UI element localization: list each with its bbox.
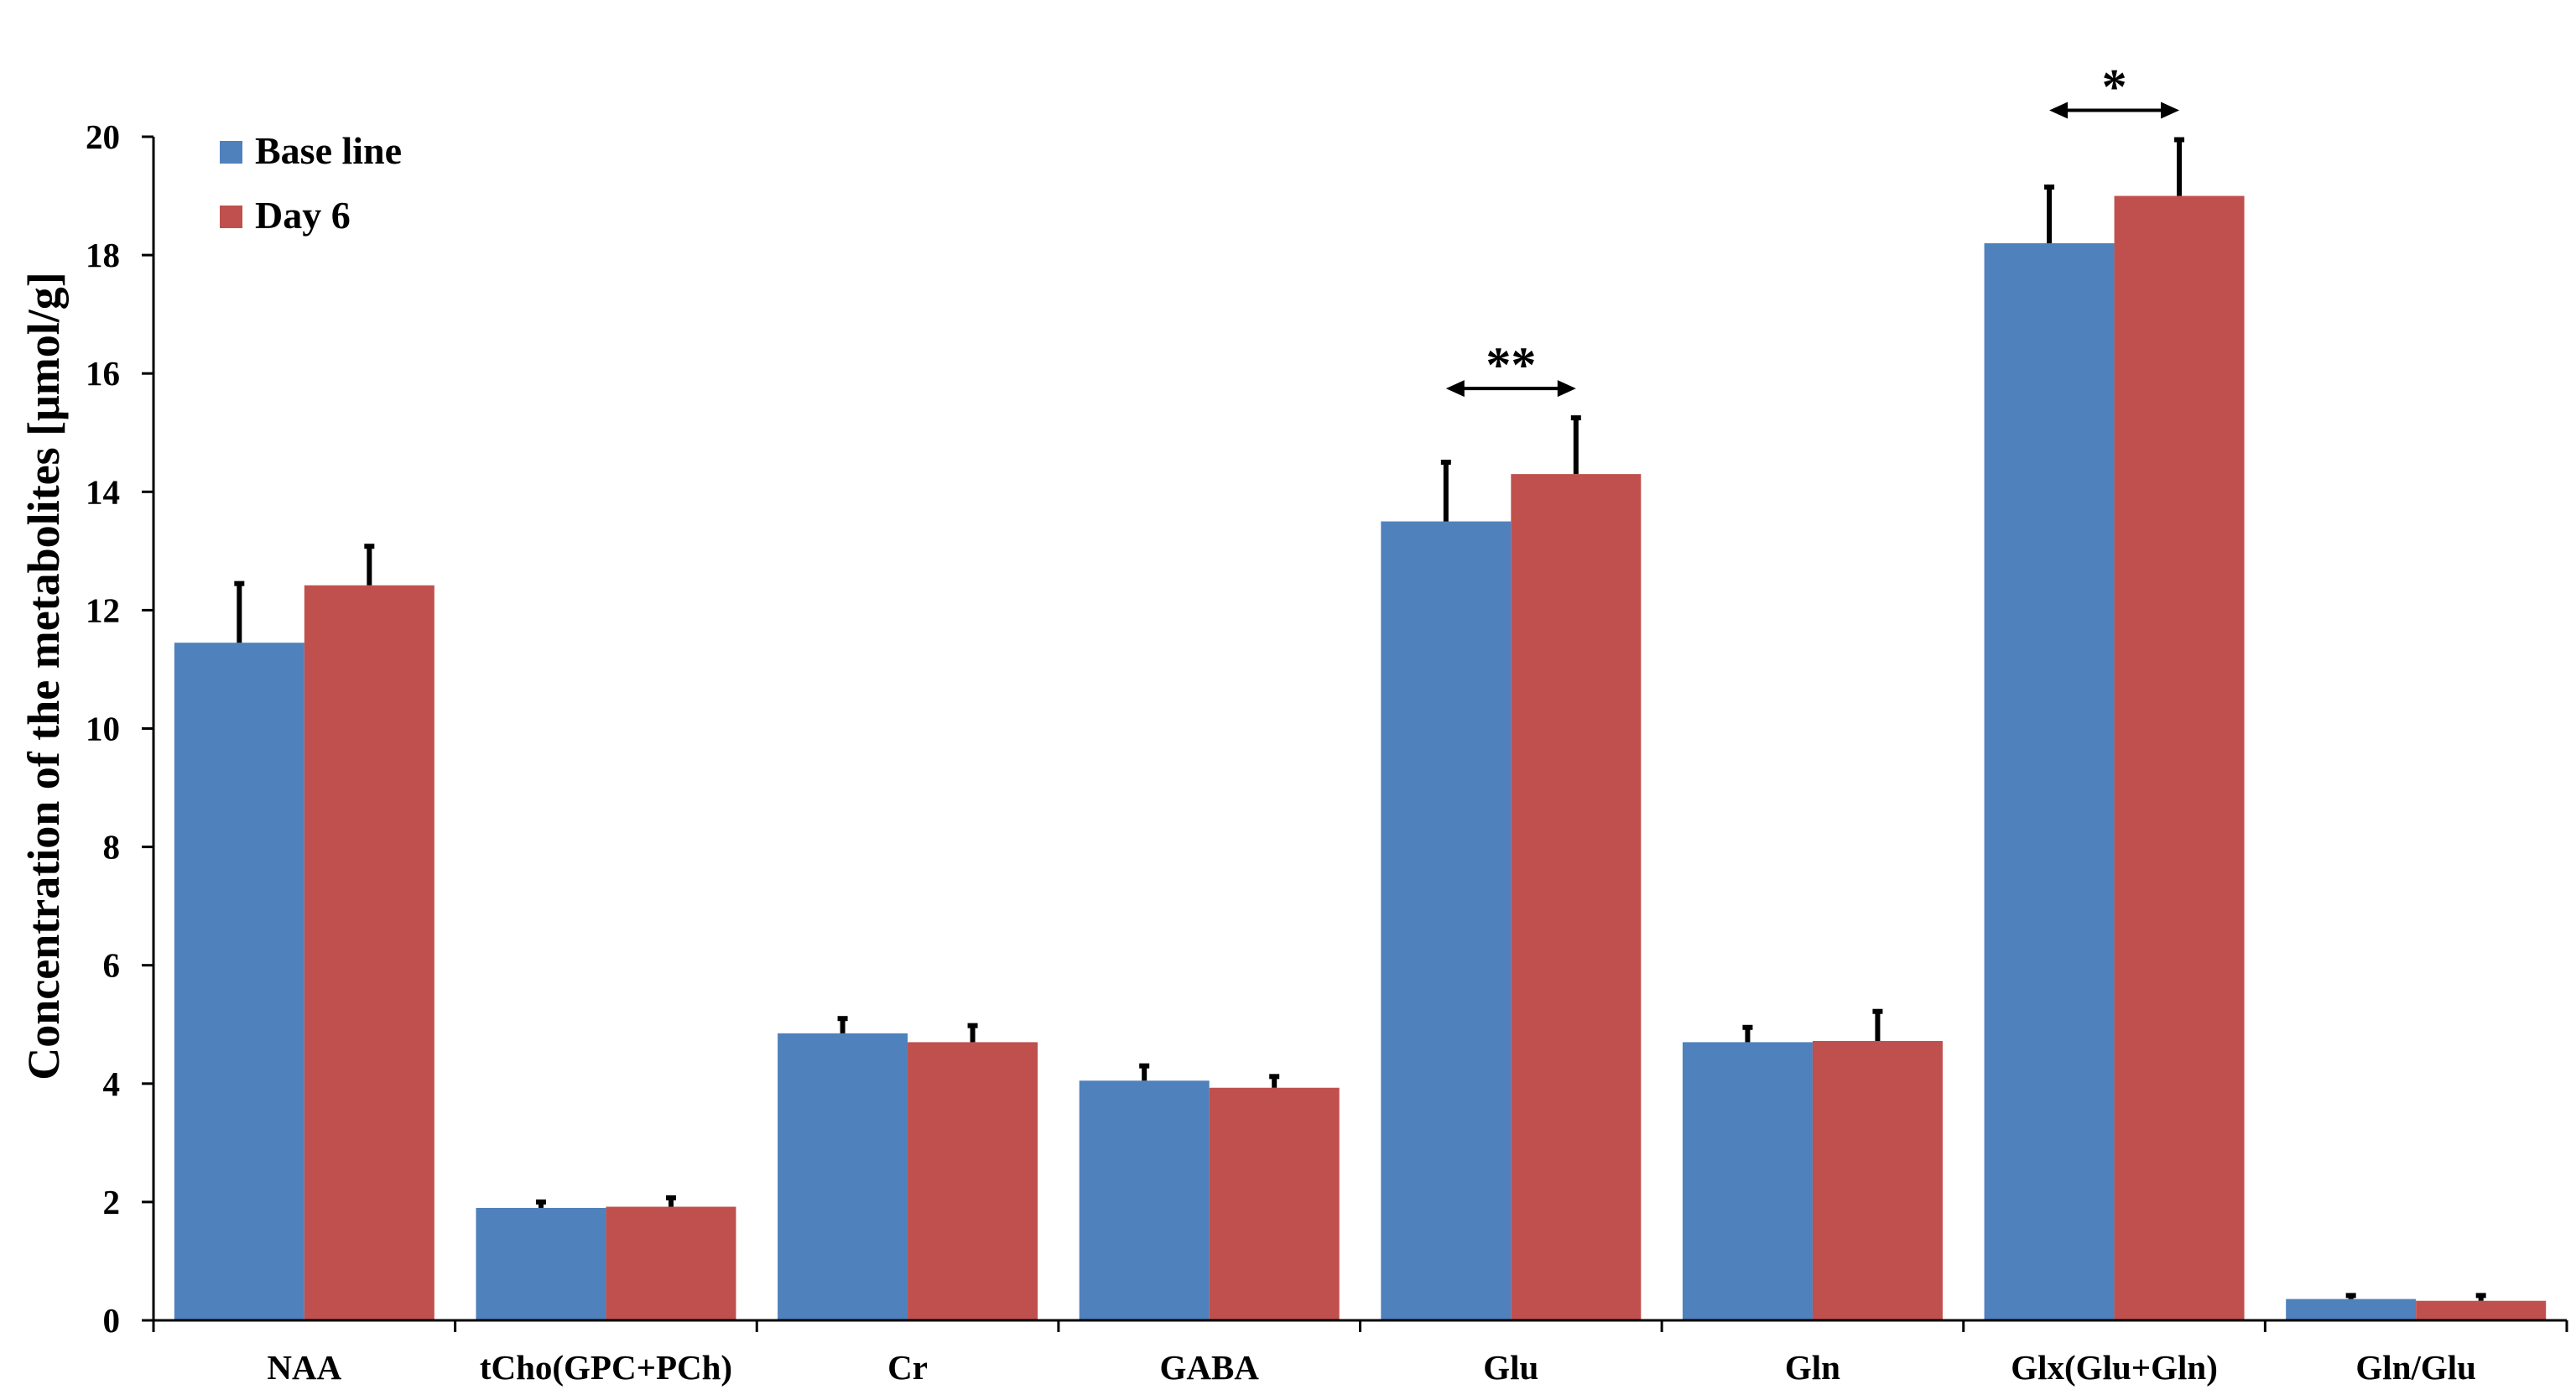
x-tick-label: GABA (1159, 1348, 1259, 1387)
bars-layer (174, 195, 2547, 1320)
bar-day6 (2416, 1300, 2547, 1320)
bar-day6 (2114, 195, 2245, 1320)
y-tick-label: 0 (103, 1301, 121, 1340)
bar-day6 (304, 585, 435, 1320)
significance-label: * (2102, 60, 2127, 115)
significance-label: ** (1486, 337, 1536, 393)
y-axis-title: Concentration of the metabolites [μmol/g… (18, 272, 69, 1080)
y-tick-label: 6 (103, 946, 121, 985)
bar-baseline (1984, 242, 2115, 1320)
x-tick-label: NAA (267, 1348, 341, 1387)
y-tick-label: 4 (103, 1064, 121, 1103)
bar-baseline (174, 643, 304, 1320)
y-tick-label: 14 (86, 472, 120, 511)
x-tick-label: Cr (887, 1348, 928, 1387)
bar-baseline (778, 1033, 908, 1320)
significance-arrow-head-right (2161, 102, 2180, 119)
bar-day6 (908, 1042, 1038, 1320)
x-tick-label: Glu (1483, 1348, 1538, 1387)
legend: Base line Day 6 (220, 129, 402, 237)
legend-swatch (220, 141, 242, 164)
significance-arrow-head-right (1557, 380, 1576, 398)
bar-baseline (2286, 1299, 2417, 1320)
x-tick-label: Gln/Glu (2355, 1348, 2476, 1387)
significance-arrow-head-left (2049, 102, 2069, 119)
y-tick-label: 8 (103, 828, 121, 867)
y-tick-label: 20 (86, 117, 120, 156)
y-tick-label: 12 (86, 591, 120, 629)
y-tick-label: 16 (86, 354, 120, 393)
bar-day6 (1511, 474, 1642, 1320)
bar-day6 (606, 1206, 736, 1320)
x-tick-label: Gln (1785, 1348, 1840, 1387)
bar-day6 (1209, 1087, 1340, 1320)
x-tick-label: Glx(Glu+Gln) (2011, 1348, 2218, 1387)
significance-arrow-head-left (1445, 380, 1465, 398)
bar-day6 (1812, 1041, 1943, 1320)
y-tick-label: 18 (86, 236, 120, 274)
error-bars-layer (234, 137, 2486, 1301)
axes-layer: NAA tCho(GPC+PCh) Cr GABA Glu Gln Glx(Glu+Gln)… (86, 117, 2568, 1387)
bar-baseline (1079, 1080, 1210, 1320)
legend-swatch (220, 206, 242, 228)
annotations-layer: *** (1445, 60, 2180, 398)
bar-baseline (1682, 1042, 1813, 1320)
bar-baseline (1381, 521, 1512, 1320)
legend-label: Base line (255, 129, 402, 172)
bar-baseline (476, 1207, 606, 1320)
y-tick-label: 2 (103, 1183, 121, 1221)
x-tick-label: tCho(GPC+PCh) (480, 1348, 732, 1387)
y-tick-label: 10 (86, 710, 120, 748)
legend-label: Day 6 (255, 194, 351, 237)
